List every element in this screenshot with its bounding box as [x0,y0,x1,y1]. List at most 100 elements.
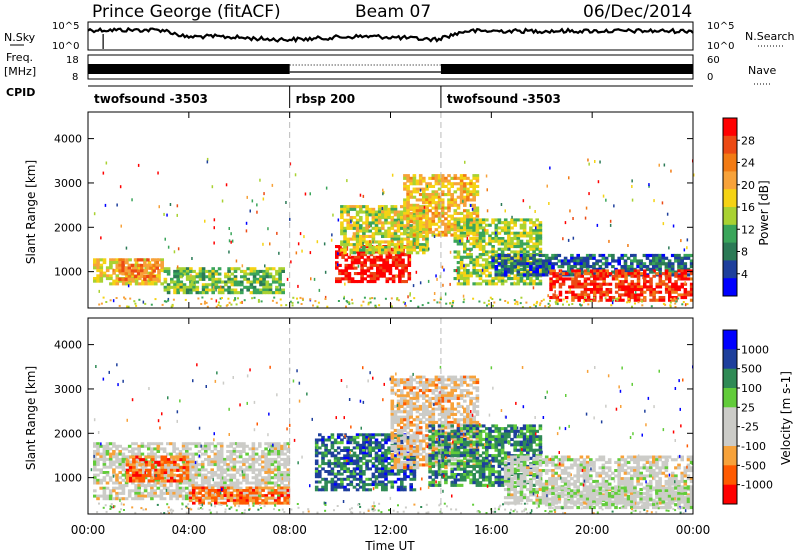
heatmap-cell [214,272,219,276]
heatmap-cell [242,460,246,464]
heatmap-cell [406,245,410,249]
heatmap-cell [336,477,341,481]
heatmap-cell [143,263,147,268]
heatmap-cell [340,433,344,437]
heatmap-cell [368,488,372,492]
heatmap-cell [270,452,275,456]
heatmap-cell [162,447,167,451]
heatmap-cell [586,296,591,300]
heatmap-speck [686,238,689,242]
heatmap-cell [371,433,376,437]
heatmap-cell [400,415,404,419]
heatmap-speck [374,304,377,307]
heatmap-cell [245,457,249,461]
heatmap-cell [586,298,591,302]
heatmap-cell [646,285,650,289]
heatmap-cell [346,459,350,463]
heatmap-cell [636,265,640,269]
heatmap-speck [260,300,263,303]
heatmap-cell [466,279,470,283]
heatmap-cell [513,269,517,273]
y-tick-label: 3000 [54,177,82,190]
heatmap-cell [132,455,136,459]
heatmap-speck [662,222,665,226]
heatmap-cell [346,218,350,222]
heatmap-cell [513,277,517,281]
heatmap-cell [475,269,480,273]
heatmap-cell [400,381,404,385]
heatmap-cell [689,277,694,281]
heatmap-cell [422,251,426,255]
heatmap-cell [400,431,404,435]
heatmap-cell [507,221,511,225]
heatmap-cell [166,460,171,464]
heatmap-cell [491,245,495,249]
heatmap-cell [667,262,672,266]
heatmap-cell [124,269,128,273]
heatmap-cell [235,478,240,482]
heatmap-speck [610,304,613,307]
heatmap-cell [264,496,269,500]
colorbar-tick-label: 8 [741,246,748,259]
heatmap-cell [538,253,543,258]
heatmap-cell [357,255,361,259]
heatmap-cell [262,277,266,281]
heatmap-cell [503,247,508,251]
heatmap-cell [227,267,231,271]
heatmap-speck [123,296,125,299]
heatmap-cell [236,491,240,495]
heatmap-cell [350,261,355,265]
heatmap-cell [384,488,388,492]
heatmap-cell [127,266,132,270]
heatmap-cell [99,263,104,267]
colorbar-tick-label: 16 [741,201,755,214]
heatmap-cell [453,203,458,207]
heatmap-cell [365,240,369,244]
heatmap-cell [680,296,684,300]
heatmap-cell [381,433,385,437]
heatmap-cell [403,423,407,427]
heatmap-cell [321,454,325,458]
heatmap-cell [381,456,385,460]
heatmap-cell [384,251,388,255]
heatmap-cell [513,237,517,241]
heatmap-speck [562,303,564,306]
heatmap-cell [407,272,412,276]
heatmap-cell [412,237,417,241]
heatmap-cell [173,269,177,273]
heatmap-speck [471,207,474,211]
heatmap-cell [409,224,413,228]
heatmap-cell [278,275,282,279]
heatmap-cell [194,473,199,477]
heatmap-cell [197,450,202,453]
heatmap-speck [674,302,677,305]
heatmap-cell [422,230,426,234]
heatmap-cell [522,259,527,263]
heatmap-cell [396,460,401,464]
heatmap-cell [418,214,423,218]
heatmap-cell [115,258,120,262]
heatmap-cell [226,468,230,472]
heatmap-cell [118,481,122,485]
heatmap-cell [324,462,328,466]
heatmap-cell [409,193,413,197]
heatmap-cell [393,460,398,464]
heatmap-cell [418,243,423,247]
heatmap-cell [349,462,354,466]
heatmap-cell [686,293,691,297]
heatmap-cell [191,455,195,459]
heatmap-cell [516,239,521,243]
heatmap-cell [365,251,369,255]
heatmap-cell [185,474,190,478]
heatmap-cell [179,455,183,459]
heatmap-cell [224,280,228,284]
heatmap-cell [510,282,514,286]
heatmap-cell [453,218,458,222]
heatmap-cell [154,476,158,480]
heatmap-cell [393,404,398,408]
heatmap-cell [182,458,187,462]
heatmap-cell [169,476,174,480]
heatmap-cell [169,484,173,488]
heatmap-cell [390,205,395,209]
heatmap-cell [191,442,195,446]
